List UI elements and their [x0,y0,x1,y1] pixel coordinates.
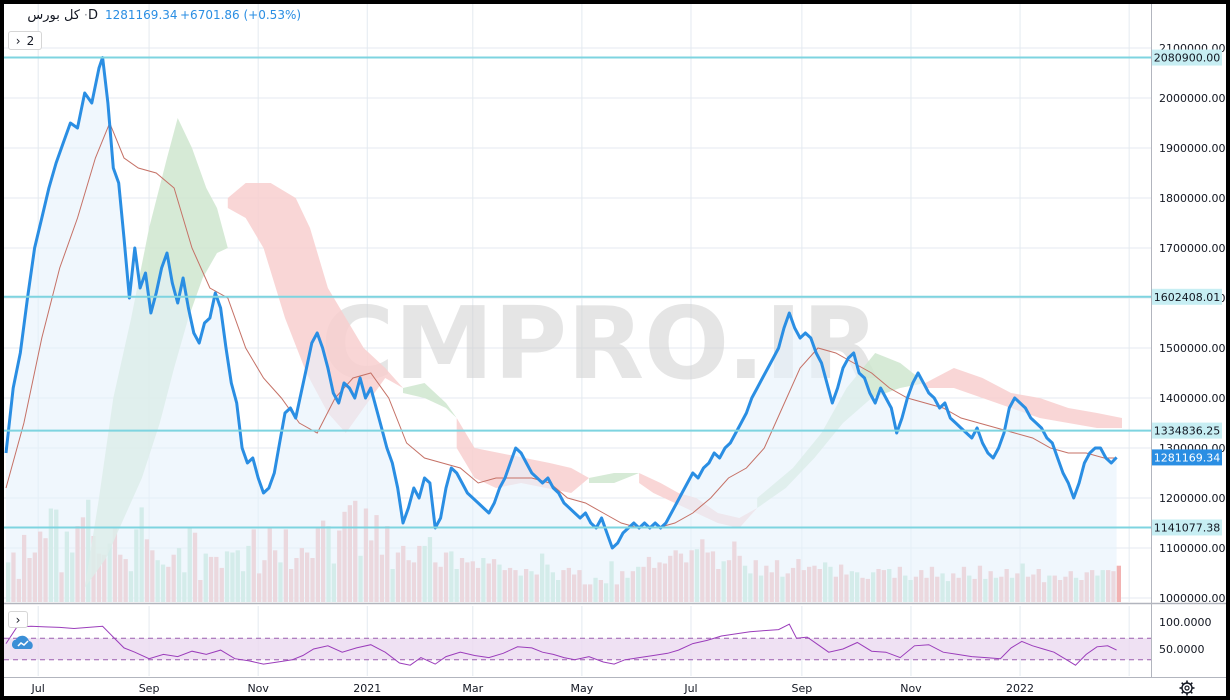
level-labels: 2080900.00 1602408.01 1334836.25 1141077.38… [1152,49,1222,536]
level-label: 1334836.25 [1154,425,1220,438]
level-label-bg [1152,288,1222,305]
y-tick-label: 1900000.00 [1159,142,1225,155]
rsi-tick-label: 100.0000 [1159,616,1212,629]
rsi-tick-label: 50.0000 [1159,643,1205,656]
indicators-toggle-button[interactable]: › 2 [8,31,42,50]
level-label-bg [1152,49,1222,66]
header-separator: · [84,8,88,22]
x-tick-label: Jul [31,682,45,695]
cloud-segment-bullish [589,473,640,483]
x-tick-label: 2021 [353,682,381,695]
cloud-segment-bullish [403,383,457,418]
interval-label[interactable]: D [88,8,98,23]
price-line [4,56,1118,550]
base-line-series [5,121,1117,529]
x-tick-label: Nov [247,682,269,695]
rsi-band [4,638,1151,660]
cloud-segment-bearish [925,368,1122,428]
price-series[interactable] [4,56,1118,550]
y-tick-label: 1700000.00 [1159,242,1225,255]
indicators-count: 2 [26,33,35,48]
chevron-right-icon: › [15,612,21,627]
y-tick-label: 1100000.00 [1159,542,1225,555]
x-tick-label: Nov [900,682,922,695]
last-price-value: 1281169.34 [105,8,178,22]
last-price-label-bg [1152,449,1222,466]
level-label: 2080900.00 [1154,52,1220,65]
cloud-segment-bearish [227,183,403,433]
y-tick-label: 1000000.00 [1159,592,1225,605]
symbol-name[interactable]: کل بورس [27,8,80,23]
x-tick-label: 2022 [1006,682,1034,695]
price-area-fill [6,57,1117,602]
time-scale[interactable]: Jul Sep Nov 2021 Mar May Jul Sep Nov 2022 [31,682,1035,695]
x-tick-label: Sep [139,682,160,695]
x-tick-label: Mar [462,682,483,695]
level-label-bg [1152,422,1222,439]
x-tick-label: Sep [791,682,812,695]
rsi-series[interactable] [5,623,1117,666]
level-label: 1602408.01 [1154,291,1220,304]
level-label: 1141077.38 [1154,521,1220,534]
rsi-pane: 100.0000 50.0000 [4,616,1212,666]
horizontal-levels [4,56,1151,529]
price-area [6,57,1117,602]
cloud-icon[interactable] [8,632,38,654]
y-tick-label: 1200000.00 [1159,492,1225,505]
last-price-label: 1281169.34 [1154,451,1220,464]
cloud-segment-bearish [456,418,589,493]
rsi-collapse-button[interactable]: › [8,611,28,628]
y-tick-label: 1400000.00 [1159,392,1225,405]
gear-icon[interactable] [1179,680,1195,696]
x-tick-label: May [571,682,594,695]
y-tick-label: 1800000.00 [1159,192,1225,205]
y-tick-label: 2000000.00 [1159,92,1225,105]
y-tick-label: 1500000.00 [1159,342,1225,355]
base-line [5,121,1117,529]
x-tick-label: Jul [683,682,697,695]
volume-bar [1116,565,1121,602]
level-label-bg [1152,519,1222,536]
price-change-value: +6701.86 (+0.53%) [180,8,301,22]
chevron-right-icon: › [15,33,21,48]
